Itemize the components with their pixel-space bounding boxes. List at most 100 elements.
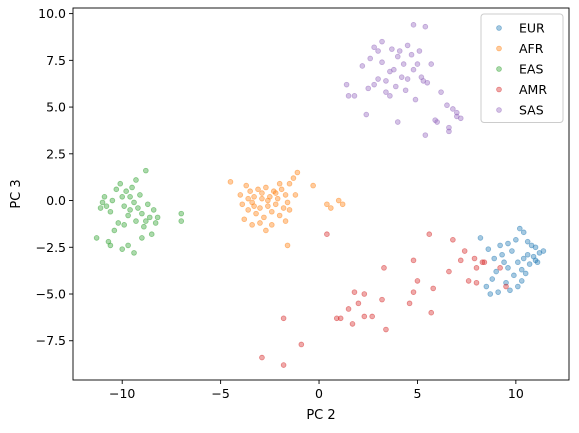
point-sas-35	[422, 23, 429, 30]
point-afr-39	[276, 180, 283, 187]
point-sas-47	[457, 115, 464, 122]
point-amr-34	[457, 257, 464, 264]
point-afr-1	[237, 192, 244, 198]
point-sas-13	[383, 78, 389, 84]
point-sas-3	[359, 63, 366, 69]
point-eur-3	[499, 251, 505, 258]
point-eas-2	[101, 194, 108, 200]
point-afr-11	[278, 186, 285, 193]
point-eur-20	[518, 278, 525, 284]
point-eur-28	[507, 287, 513, 294]
point-eas-22	[146, 214, 153, 221]
legend-item-amr: AMR	[496, 82, 547, 97]
point-eur-7	[516, 225, 523, 232]
point-eur-26	[495, 289, 501, 295]
point-afr-42	[328, 205, 334, 211]
point-sas-32	[416, 48, 423, 54]
point-eas-34	[139, 235, 145, 241]
point-afr-26	[280, 205, 287, 211]
legend-label: EUR	[519, 21, 545, 36]
point-sas-11	[379, 59, 385, 66]
point-afr-0	[227, 179, 234, 185]
point-eas-12	[127, 207, 133, 213]
point-sas-12	[379, 38, 385, 45]
point-sas-31	[414, 61, 421, 67]
point-eur-0	[477, 235, 484, 241]
point-sas-4	[363, 111, 370, 118]
point-sas-44	[450, 106, 456, 112]
point-afr-14	[290, 175, 297, 181]
point-afr-36	[265, 197, 271, 204]
point-afr-12	[282, 192, 289, 198]
point-eas-30	[119, 246, 126, 252]
y-axis: −7.5 −5.0 −2.5 0.0 2.5 5.0 7.5 10.0	[36, 6, 73, 348]
point-eur-34	[497, 242, 503, 249]
point-eur-9	[524, 238, 531, 245]
point-sas-14	[383, 89, 389, 95]
point-afr-7	[263, 184, 269, 191]
point-eas-10	[123, 188, 129, 195]
point-eur-23	[489, 276, 496, 282]
point-amr-35	[361, 291, 368, 297]
point-eas-7	[117, 180, 124, 187]
point-eas-17	[137, 192, 143, 198]
point-afr-25	[276, 212, 283, 219]
series-sas	[343, 22, 464, 138]
point-amr-9	[351, 289, 358, 295]
point-afr-21	[261, 214, 267, 221]
point-eas-9	[121, 203, 127, 209]
point-sas-40	[438, 89, 444, 95]
point-afr-31	[263, 227, 269, 234]
point-sas-2	[351, 93, 358, 99]
point-eas-3	[103, 203, 110, 209]
point-sas-18	[391, 66, 397, 73]
y-tick-label: 0.0	[46, 193, 66, 208]
point-afr-16	[239, 201, 246, 208]
y-tick-label: −2.5	[36, 240, 66, 255]
point-amr-25	[465, 278, 472, 284]
point-amr-3	[298, 341, 305, 348]
point-amr-30	[481, 259, 488, 266]
point-sas-30	[412, 96, 419, 103]
x-axis-label: PC 2	[306, 408, 335, 423]
point-eas-27	[133, 177, 139, 183]
point-amr-32	[497, 265, 503, 271]
x-tick-label: −10	[109, 386, 135, 401]
point-eur-4	[505, 240, 511, 247]
axes-frame	[72, 7, 570, 381]
point-afr-41	[324, 201, 330, 208]
point-eas-8	[119, 194, 126, 200]
point-sas-16	[387, 93, 393, 99]
point-eur-15	[520, 255, 527, 262]
series-eur	[477, 225, 547, 297]
point-eas-15	[133, 218, 139, 224]
point-amr-8	[349, 321, 356, 327]
point-eur-5	[509, 248, 515, 254]
point-afr-22	[265, 203, 271, 209]
point-sas-39	[434, 119, 440, 125]
point-afr-40	[284, 242, 291, 249]
point-eas-39	[121, 222, 127, 228]
point-sas-19	[392, 83, 399, 90]
point-amr-2	[280, 315, 287, 322]
point-eur-8	[520, 229, 527, 236]
legend-item-afr: AFR	[496, 41, 544, 56]
point-amr-18	[410, 289, 417, 295]
point-eas-5	[109, 197, 116, 204]
y-tick-label: 7.5	[46, 53, 66, 68]
point-amr-31	[473, 279, 480, 286]
point-sas-0	[343, 81, 350, 88]
point-amr-1	[280, 362, 287, 368]
point-eas-19	[141, 223, 147, 230]
point-eas-20	[143, 167, 149, 174]
x-tick-label: 5	[413, 386, 421, 401]
y-tick-label: −5.0	[36, 287, 66, 302]
point-amr-19	[414, 278, 421, 284]
point-sas-21	[396, 48, 403, 54]
point-amr-27	[471, 255, 478, 262]
point-eas-4	[107, 208, 114, 215]
legend-marker	[496, 45, 502, 52]
point-sas-42	[446, 124, 452, 131]
point-eas-32	[131, 250, 137, 256]
point-eas-37	[178, 218, 185, 224]
